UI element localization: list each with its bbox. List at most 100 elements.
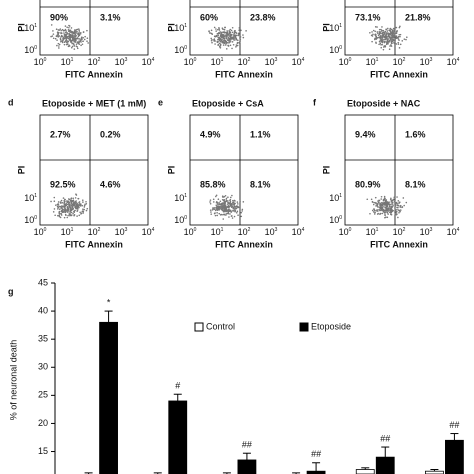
event-dot — [74, 207, 77, 209]
event-dot — [224, 200, 226, 203]
tick-exponent: 2 — [403, 57, 406, 63]
event-dot — [397, 209, 400, 211]
log-tick-label: 104 — [142, 227, 155, 237]
event-dot — [52, 33, 55, 35]
event-dot — [223, 42, 226, 45]
event-dot — [65, 209, 67, 211]
tick-base: 10 — [61, 227, 71, 237]
tick-base: 10 — [174, 23, 184, 33]
y-axis-label: % of neuronal death — [8, 340, 18, 421]
event-dot — [224, 26, 226, 29]
event-dot — [82, 208, 84, 210]
event-dot — [69, 36, 72, 39]
event-dot — [213, 26, 216, 29]
event-dot — [378, 208, 380, 211]
panel-title: Etoposide + CsA — [192, 98, 264, 108]
event-dot — [218, 29, 221, 31]
tick-exponent: 0 — [44, 227, 47, 233]
event-dot — [55, 35, 58, 38]
event-dot — [60, 212, 62, 215]
event-dot — [399, 43, 402, 46]
event-dot — [238, 27, 241, 29]
tick-exponent: 2 — [248, 57, 251, 63]
event-dot — [76, 215, 78, 217]
event-dot — [68, 30, 71, 32]
event-dot — [78, 214, 81, 217]
tick-base: 10 — [88, 57, 98, 67]
event-dot — [241, 208, 244, 211]
event-dot — [380, 46, 383, 49]
tick-exponent: 1 — [71, 227, 74, 233]
event-dot — [397, 41, 400, 44]
tick-base: 10 — [329, 45, 339, 55]
event-dot — [69, 209, 72, 212]
event-dot — [65, 35, 68, 38]
event-dot — [388, 205, 391, 208]
event-dot — [378, 43, 380, 46]
event-dot — [394, 42, 396, 45]
event-dot — [234, 200, 236, 202]
event-dot — [240, 211, 243, 214]
tick-base: 10 — [339, 227, 349, 237]
event-dot — [372, 33, 374, 36]
event-dot — [382, 210, 385, 213]
quadrant-value: 1.6% — [405, 129, 426, 139]
event-dot — [222, 218, 225, 220]
event-dot — [65, 43, 68, 46]
tick-base: 10 — [366, 57, 376, 67]
event-dot — [218, 201, 220, 204]
event-dot — [212, 198, 215, 201]
event-dot — [387, 207, 390, 210]
event-dot — [215, 30, 217, 32]
event-dot — [75, 193, 77, 195]
log-tick-label: 102 — [238, 227, 251, 237]
event-dot — [83, 206, 86, 208]
log-tick-label: 101 — [366, 227, 379, 237]
event-dot — [51, 35, 54, 37]
event-dot — [221, 41, 223, 44]
event-dot — [371, 40, 373, 43]
event-dot — [222, 31, 225, 34]
event-dot — [228, 30, 230, 32]
event-dot — [381, 206, 384, 208]
event-dot — [222, 28, 224, 30]
event-dot — [71, 203, 74, 206]
log-tick-label: 100 — [184, 57, 197, 67]
event-dot — [56, 44, 58, 47]
tick-exponent: 2 — [98, 57, 101, 63]
event-dot — [232, 37, 235, 40]
tick-exponent: 2 — [403, 227, 406, 233]
event-dot — [376, 31, 379, 33]
event-dot — [393, 42, 395, 44]
event-dot — [398, 47, 401, 49]
event-dot — [86, 29, 88, 32]
event-dot — [81, 199, 84, 202]
event-dot — [215, 200, 218, 203]
event-dot — [233, 206, 235, 209]
event-dot — [386, 30, 389, 32]
event-dot — [397, 43, 400, 45]
event-dot — [226, 209, 229, 212]
event-dot — [209, 199, 212, 201]
event-dot — [391, 203, 394, 205]
event-dot — [379, 212, 382, 215]
tick-base: 10 — [447, 227, 457, 237]
event-dot — [222, 36, 225, 39]
significance-mark: # — [175, 381, 180, 391]
event-dot — [396, 208, 398, 211]
event-dot — [83, 208, 86, 211]
event-dot — [210, 29, 213, 32]
event-dot — [379, 206, 381, 209]
event-dot — [241, 210, 243, 212]
event-dot — [391, 33, 394, 35]
event-dot — [384, 30, 387, 33]
event-dot — [58, 212, 60, 214]
event-dot — [55, 28, 58, 30]
event-dot — [64, 208, 66, 210]
plot-frame — [39, 0, 149, 56]
event-dot — [378, 28, 381, 31]
panel-label: f — [313, 97, 317, 107]
event-dot — [78, 38, 81, 40]
log-tick-label: 100 — [329, 215, 342, 225]
event-dot — [385, 32, 388, 34]
